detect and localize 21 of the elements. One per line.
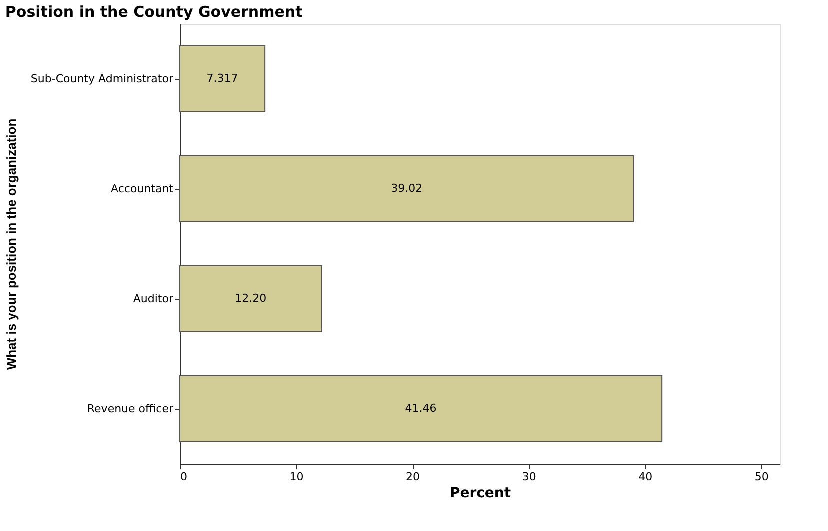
data-label: 41.46 — [405, 402, 437, 415]
x-tick-label: 40 — [638, 470, 653, 484]
x-tick-label: 10 — [290, 470, 304, 484]
y-tick-label: Accountant — [111, 182, 174, 196]
bar — [180, 156, 634, 222]
x-axis-title: Percent — [450, 486, 512, 502]
y-tick-label: Sub-County Administrator — [30, 72, 174, 86]
bar — [180, 46, 266, 112]
data-label: 39.02 — [391, 182, 423, 195]
bar — [180, 376, 663, 442]
x-tick-label: 0 — [180, 470, 188, 484]
chart-title: Position in the County Government — [5, 3, 303, 21]
y-axis-title: What is your position in the organization — [4, 118, 19, 370]
x-tick-label: 20 — [406, 470, 420, 484]
x-tick-label: 50 — [754, 470, 769, 484]
data-label: 12.20 — [235, 292, 267, 305]
bar — [180, 266, 322, 332]
y-tick-label: Revenue officer — [87, 402, 174, 416]
data-label: 7.317 — [206, 72, 238, 85]
x-tick-label: 30 — [522, 470, 536, 484]
y-tick-label: Auditor — [133, 292, 174, 306]
